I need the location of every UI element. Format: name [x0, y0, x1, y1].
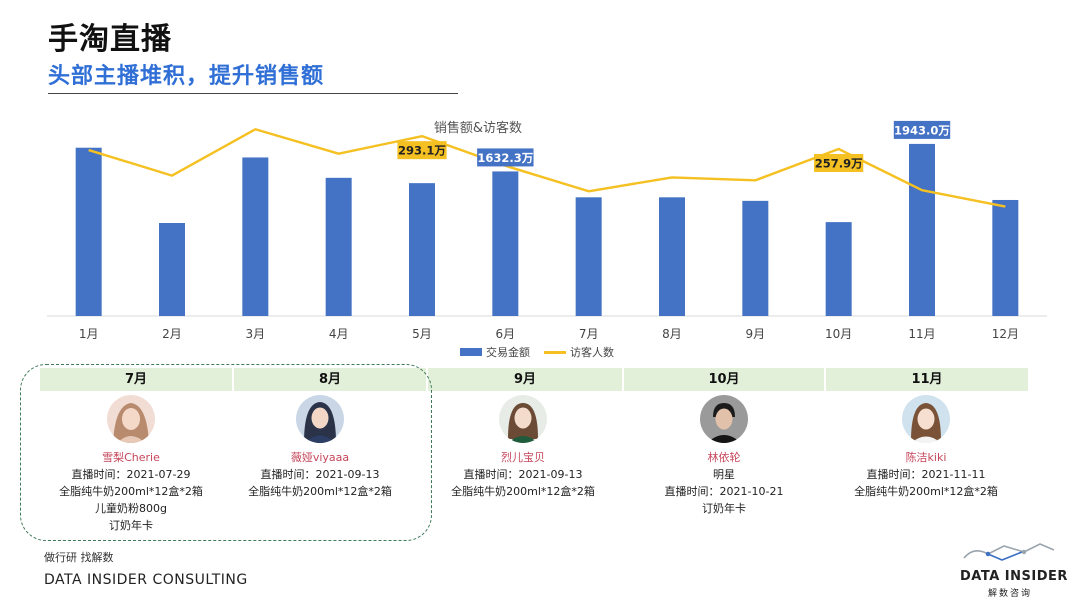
month-strip-7: [40, 368, 232, 391]
host-name-1: 雪梨Cherie: [102, 451, 160, 464]
host-name-5: 陈洁kiki: [905, 451, 947, 464]
host-line: 订奶年卡: [702, 502, 746, 515]
bar-7: [575, 197, 602, 316]
x-tick-label: 3月: [246, 327, 266, 341]
bar-data-label-6: 1632.3万: [477, 151, 533, 165]
x-tick-label: 12月: [992, 327, 1019, 341]
host-line: 直播时间：2021-09-13: [463, 468, 583, 481]
x-tick-label: 7月: [579, 327, 599, 341]
host-line: 明星: [713, 468, 735, 481]
bar-6: [492, 171, 519, 316]
bar-data-label-11-bg: [893, 120, 951, 139]
bar-11: [909, 143, 935, 316]
host-card-4: 林依轮 明星 直播时间：2021-10-21 订奶年卡: [624, 395, 824, 517]
visitors-line: [88, 128, 1006, 208]
bar-data-label-6-bg: [477, 148, 534, 167]
host-avatar-1: [107, 395, 155, 443]
legend-item-visitors: 访客人数: [544, 344, 614, 360]
x-tick-label: 2月: [162, 327, 182, 341]
host-line: 全脂纯牛奶200ml*12盒*2箱: [248, 485, 392, 498]
bar-3: [242, 157, 269, 316]
host-card-2: 薇娅viyaaa 直播时间：2021-09-13 全脂纯牛奶200ml*12盒*…: [220, 395, 420, 500]
x-tick-label: 11月: [908, 327, 935, 341]
month-strip-10: [624, 368, 824, 391]
bar-8: [659, 197, 685, 316]
footer-brand: DATA INSIDER CONSULTING: [44, 572, 248, 588]
x-tick-label: 8月: [662, 327, 682, 341]
host-avatar-4: [700, 395, 748, 443]
host-name-4: 林依轮: [707, 451, 741, 464]
bar-2: [159, 223, 185, 316]
legend-label-sales: 交易金额: [486, 346, 530, 359]
sales-visitors-chart: 1月 2月 3月 4月 5月 6月 7月 8月 9月 10月 11月 12月 1632.3万 1943.0…: [47, 120, 1047, 341]
x-tick-label: 6月: [496, 327, 516, 341]
chart-legend: 交易金额 访客人数: [460, 344, 614, 360]
host-line: 直播时间：2021-11-11: [866, 468, 986, 481]
host-line: 直播时间：2021-10-21: [664, 485, 784, 498]
host-line: 全脂纯牛奶200ml*12盒*2箱: [59, 485, 203, 498]
month-header-11: 11月: [911, 372, 943, 387]
month-strip-11: [826, 368, 1028, 391]
host-line: 全脂纯牛奶200ml*12盒*2箱: [854, 485, 998, 498]
host-line: 儿童奶粉800g: [95, 502, 167, 515]
legend-swatch-sales: [460, 348, 482, 356]
host-avatar-3: [499, 395, 547, 443]
legend-label-visitors: 访客人数: [570, 346, 614, 359]
page-subtitle: 头部主播堆积，提升销售额: [48, 64, 325, 89]
logo-text: DATA INSIDER: [960, 569, 1068, 584]
month-header-10: 10月: [708, 372, 740, 387]
highlight-box: [20, 364, 432, 541]
x-tick-label: 10月: [825, 327, 852, 341]
host-line: 订奶年卡: [109, 519, 153, 532]
month-header-9: 9月: [513, 372, 537, 387]
logo-subtext: 解数咨询: [988, 589, 1033, 599]
month-header-7: 7月: [124, 372, 148, 387]
footer-source: 做行研 找解数: [44, 551, 114, 564]
data-insider-logo-icon: [963, 543, 1055, 561]
legend-item-sales: 交易金额: [460, 344, 530, 360]
legend-swatch-visitors: [544, 350, 566, 354]
x-tick-label: 9月: [746, 327, 766, 341]
x-tick-label: 1月: [79, 327, 99, 341]
bar-5: [409, 183, 435, 316]
page-title: 手淘直播: [48, 22, 172, 57]
host-avatar-2: [296, 395, 344, 443]
bar-9: [742, 200, 769, 316]
line-data-label-5: 293.1万: [398, 144, 446, 158]
host-card-5: 陈洁kiki 直播时间：2021-11-11 全脂纯牛奶200ml*12盒*2箱: [826, 395, 1026, 500]
month-strip-8: [234, 368, 426, 391]
x-tick-label: 5月: [412, 327, 432, 341]
month-strip-9: [428, 368, 622, 391]
bar-data-label-11: 1943.0万: [894, 123, 950, 137]
host-name-3: 烈儿宝贝: [501, 451, 545, 464]
x-tick-label: 4月: [329, 327, 349, 341]
bar-12: [992, 199, 1019, 316]
host-avatar-5: [902, 395, 950, 443]
bar-10: [825, 222, 852, 316]
title-divider: [48, 93, 458, 94]
line-data-label-5-bg: [397, 141, 447, 160]
host-card-1: 雪梨Cherie 直播时间：2021-07-29 全脂纯牛奶200ml*12盒*…: [31, 395, 231, 534]
bar-1: [75, 147, 102, 316]
line-data-label-10: 257.9万: [815, 157, 863, 171]
host-line: 直播时间：2021-07-29: [71, 468, 191, 481]
host-line: 直播时间：2021-09-13: [260, 468, 380, 481]
host-name-2: 薇娅viyaaa: [290, 451, 350, 464]
bar-4: [325, 177, 352, 316]
host-card-3: 烈儿宝贝 直播时间：2021-09-13 全脂纯牛奶200ml*12盒*2箱: [423, 395, 623, 500]
line-data-label-10-bg: [814, 154, 864, 173]
month-header-8: 8月: [318, 372, 342, 387]
chart-title: 销售额&访客数: [433, 121, 523, 136]
host-line: 全脂纯牛奶200ml*12盒*2箱: [451, 485, 595, 498]
